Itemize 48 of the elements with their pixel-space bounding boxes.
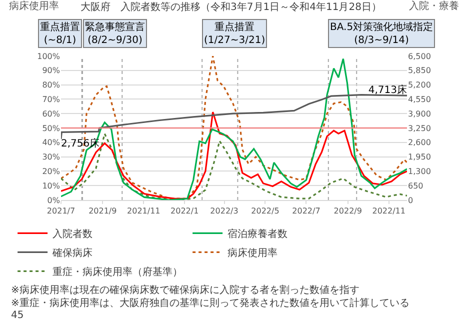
x-tick-label: 2022/3 bbox=[210, 206, 238, 216]
y-tick-label: 80% bbox=[42, 80, 60, 90]
y-tick-label: 30% bbox=[42, 152, 60, 162]
text: ※病床使用率は現在の確保病床数で確保病床に入院する者を割った数値を指す bbox=[11, 284, 360, 296]
y-tick-label: 0% bbox=[47, 196, 60, 205]
ref-line-label: 緊急事態宣言 (8/2~9/30) bbox=[85, 21, 145, 46]
y2-tick-label: 0 bbox=[408, 196, 414, 205]
y2-tick-label: 6,500 bbox=[408, 52, 431, 61]
y2-tick-label: 3,900 bbox=[408, 109, 431, 118]
ref-line-label: 重点措置 (~8/1) bbox=[40, 21, 80, 46]
legend-label: 病床使用率 bbox=[228, 247, 278, 260]
chart-title: 大阪府 入院者数等の推移（令和3年7月1日～令和4年11月28日） bbox=[80, 1, 382, 14]
y-tick-label: 40% bbox=[42, 138, 60, 148]
y-tick-label: 50% bbox=[42, 124, 60, 133]
y-tick-label: 60% bbox=[42, 109, 60, 118]
y-tick-label: 100% bbox=[37, 52, 60, 61]
y2-tick-label: 650 bbox=[408, 181, 424, 190]
ref-line-label: BA.5対策強化地域指定 (8/3~9/14) bbox=[330, 21, 434, 46]
x-tick-label: 2022/1 bbox=[170, 206, 199, 216]
y2-tick-label: 1,950 bbox=[408, 152, 431, 162]
ref-line-label: 重点措置 (1/27~3/21) bbox=[204, 21, 266, 46]
legend-label: 確保病床 bbox=[52, 247, 93, 260]
line-series bbox=[61, 94, 407, 140]
x-tick-label: 2022/9 bbox=[334, 206, 362, 216]
y2-tick-label: 2,600 bbox=[408, 138, 431, 148]
y-tick-label: 20% bbox=[42, 167, 60, 176]
y-tick-label: 70% bbox=[42, 95, 60, 104]
x-tick-label: 2021/9 bbox=[88, 206, 117, 216]
x-tick-label: 2022/7 bbox=[292, 206, 320, 216]
legend-label: 重症・病床使用率（府基準） bbox=[52, 266, 183, 278]
x-tick-label: 2022/5 bbox=[251, 206, 280, 216]
x-tick-label: 2021/11 bbox=[127, 206, 160, 216]
legend-label: 入院者数 bbox=[52, 228, 93, 240]
y2-tick-label: 1,300 bbox=[408, 167, 431, 176]
y2-tick-label: 4,550 bbox=[408, 95, 431, 104]
x-tick-label: 2021/7 bbox=[46, 206, 76, 216]
x-tick-label: 2022/11 bbox=[372, 206, 406, 216]
y-axis-title: 病床使用率 bbox=[9, 0, 59, 12]
y2-tick-label: 3,250 bbox=[408, 124, 431, 133]
y-tick-label: 90% bbox=[42, 66, 60, 76]
y-tick-label: 10% bbox=[42, 181, 60, 190]
y2-tick-label: 5,850 bbox=[408, 66, 431, 76]
y2-axis-title: 入院・療養 bbox=[409, 0, 459, 12]
legend-label: 宿泊療養者数 bbox=[228, 228, 288, 240]
y2-tick-label: 5,200 bbox=[408, 80, 431, 90]
text: ※重症・病床使用率は、大阪府独自の基準に則って発表された数値を用いて計算している bbox=[11, 297, 410, 309]
text: 45 bbox=[11, 310, 24, 320]
data-label: 4,713床 bbox=[368, 84, 407, 96]
